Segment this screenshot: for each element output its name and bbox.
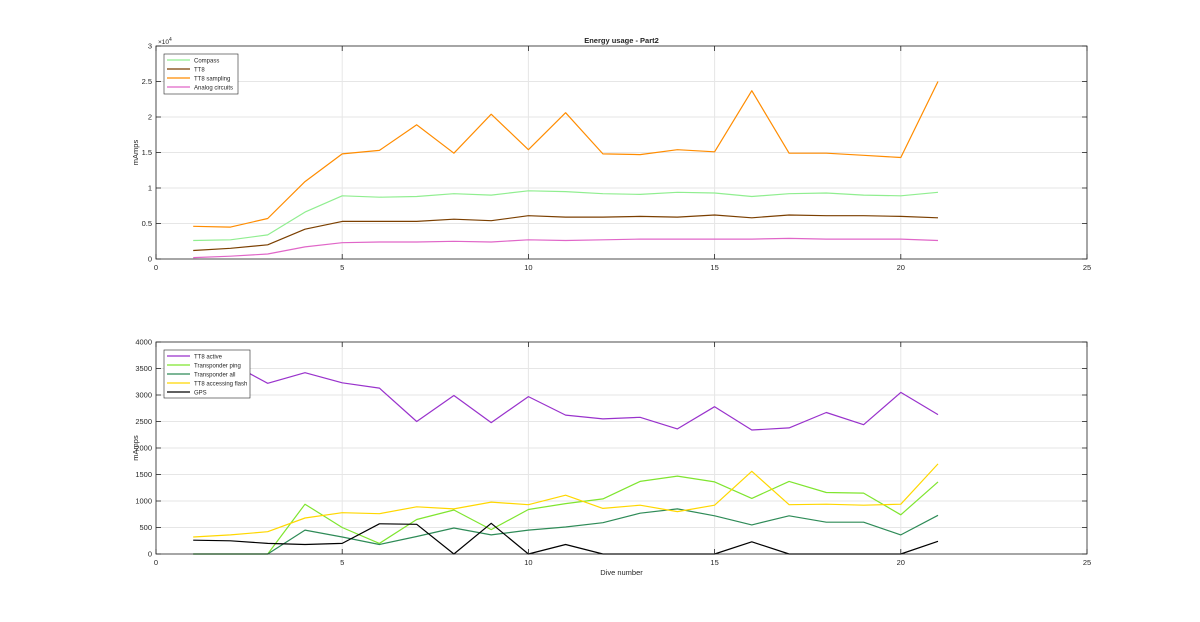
x-tick-label: 5	[340, 558, 344, 567]
series-line-compass	[193, 190, 939, 242]
x-tick-label: 25	[1083, 263, 1091, 272]
x-tick-label: 0	[154, 263, 158, 272]
energy-usage-bottom-plot: 0 5 10 15 20 25 0 500 1000 1500 2000 2500 3000 3500 40…	[131, 338, 1091, 578]
series-line-tt8	[193, 214, 939, 252]
y-tick-label: 1.5	[142, 148, 152, 157]
y-tick-label: 0.5	[142, 219, 152, 228]
legend-label: Compass	[194, 58, 219, 64]
x-tick-label: 20	[897, 558, 905, 567]
series-line-tt8-sampling	[193, 81, 939, 228]
series-line-analog-circuits	[193, 237, 939, 259]
x-tick-label: 0	[154, 558, 158, 567]
x-tick-label: 20	[897, 263, 905, 272]
legend-label: Transponder all	[194, 372, 235, 378]
legend-label: TT8	[194, 67, 205, 73]
y-tick-label: 2.5	[142, 77, 152, 86]
x-tick-label: 5	[340, 263, 344, 272]
y-axis-label: mAmps	[131, 435, 140, 461]
series-line-transponder-ping	[193, 475, 939, 555]
y-tick-label: 1500	[135, 470, 152, 479]
y-tick-label: 0	[148, 255, 152, 264]
series-line-tt8-accessing-flash	[193, 463, 939, 538]
x-tick-label: 25	[1083, 558, 1091, 567]
legend-label: TT8 accessing flash	[194, 381, 247, 387]
x-tick-label: 10	[524, 263, 532, 272]
y-exponent-label: ×104	[158, 37, 172, 46]
y-tick-label: 3500	[135, 364, 152, 373]
y-tick-label: 1000	[135, 497, 152, 506]
y-tick-label: 3000	[135, 391, 152, 400]
series-line-transponder-all	[193, 508, 939, 555]
y-axis-label: mAmps	[131, 140, 140, 166]
energy-usage-top-plot: 0 5 10 15 20 25 0 0.5 1 1.5 2 2.5 3 ×104 Energy usage …	[131, 36, 1091, 272]
series-line-tt8-active	[193, 362, 939, 431]
chart-title: Energy usage - Part2	[584, 36, 659, 45]
x-tick-label: 15	[710, 263, 718, 272]
x-axis-label: Dive number	[600, 568, 643, 577]
y-tick-label: 2	[148, 113, 152, 122]
x-tick-label: 15	[710, 558, 718, 567]
legend-label: Analog circuits	[194, 85, 233, 91]
y-tick-label: 0	[148, 550, 152, 559]
y-tick-label: 500	[139, 523, 152, 532]
legend-label: Transponder ping	[194, 363, 241, 369]
y-tick-label: 4000	[135, 338, 152, 347]
y-tick-label: 2500	[135, 417, 152, 426]
x-tick-label: 10	[524, 558, 532, 567]
legend-label: TT8 sampling	[194, 76, 230, 82]
legend-label: GPS	[194, 390, 207, 396]
y-tick-label: 3	[148, 42, 152, 51]
y-tick-label: 2000	[135, 444, 152, 453]
y-tick-label: 1	[148, 184, 152, 193]
legend-label: TT8 active	[194, 354, 223, 360]
